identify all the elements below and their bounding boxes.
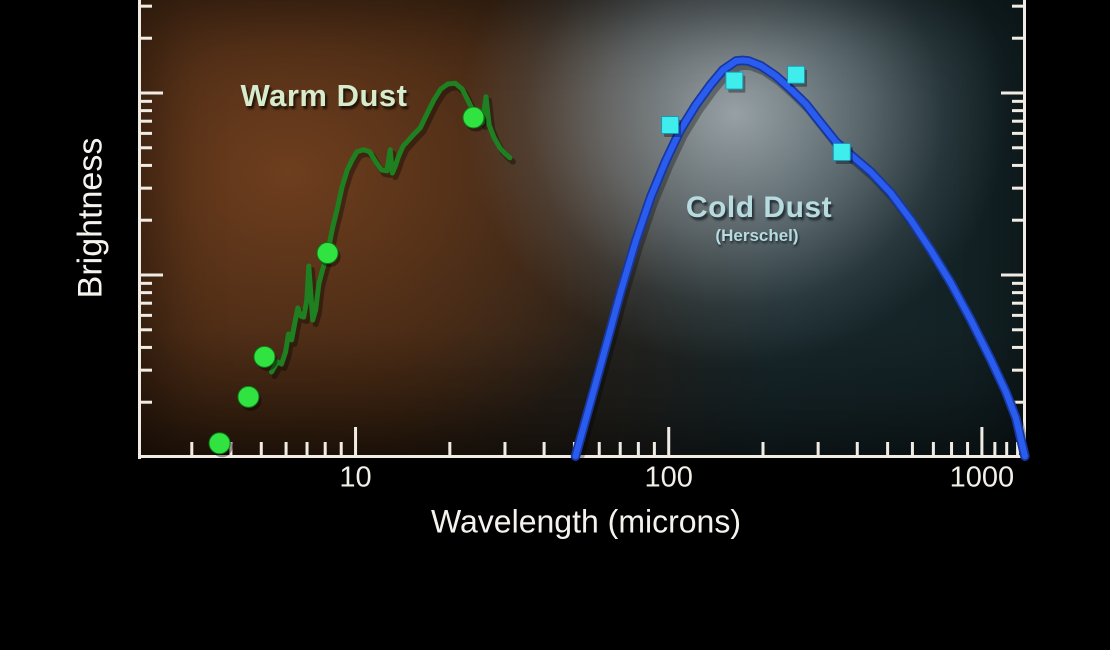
x-minor-tick [966,442,970,455]
x-major-tick [980,427,984,455]
y-minor-tick [140,313,152,317]
cold-dust-data-point [725,71,744,90]
x-minor-tick [503,442,507,455]
x-minor-tick [259,442,263,455]
y-minor-tick [140,99,152,103]
warm-dust-data-point [253,345,276,368]
y-minor-tick [1012,109,1024,113]
x-minor-tick [993,442,997,455]
y-minor-tick [1012,281,1024,285]
plot-area-background [138,0,1026,457]
x-minor-tick [284,442,288,455]
warm-dust-data-point [462,106,485,129]
y-minor-tick [1012,36,1024,40]
y-minor-tick [140,291,152,295]
y-minor-tick [1012,345,1024,349]
y-axis-line-left [138,0,141,459]
cold-dust-data-point [787,65,806,84]
y-major-tick [140,91,163,95]
cold-dust-data-point [661,116,680,135]
x-tick-label-10: 10 [339,461,372,494]
y-minor-tick [1012,4,1024,8]
cold-dust-curve-edge [570,55,1030,461]
x-minor-tick [950,442,954,455]
y-minor-tick [1012,131,1024,135]
cold-dust-data-point [832,143,851,162]
y-minor-tick [1012,368,1024,372]
y-minor-tick [140,163,152,167]
x-minor-tick [816,442,820,455]
warm-dust-series-label: Warm Dust [240,78,408,113]
y-major-tick [1001,273,1024,277]
y-minor-tick [1012,119,1024,123]
x-minor-tick [1005,442,1009,455]
x-tick-label-1000: 1000 [949,461,1015,494]
y-minor-tick [140,301,152,305]
cold-dust-series-label: Cold Dust [685,191,833,224]
y-major-tick [140,273,163,277]
y-minor-tick [140,281,152,285]
x-minor-tick [339,442,343,455]
x-minor-tick [305,442,309,455]
x-minor-tick [229,442,233,455]
y-minor-tick [140,186,152,190]
x-major-tick [667,427,671,455]
x-minor-tick [855,442,859,455]
y-minor-tick [140,119,152,123]
x-minor-tick [542,442,546,455]
warm-dust-curve [269,80,513,375]
y-minor-tick [1012,186,1024,190]
x-minor-tick [190,442,194,455]
y-minor-tick [140,146,152,150]
warm-dust-data-point [237,385,260,408]
x-minor-tick [323,442,327,455]
x-minor-tick [931,442,935,455]
x-axis-line [138,455,1026,458]
y-minor-tick [140,400,152,404]
warm-dust-data-point [316,242,339,265]
x-minor-tick [910,442,914,455]
x-minor-tick [618,442,622,455]
y-minor-tick [140,345,152,349]
herschel-sublabel: (Herschel) [715,226,799,245]
x-minor-tick [652,442,656,455]
y-minor-tick [1012,291,1024,295]
x-minor-tick [1016,442,1020,455]
y-minor-tick [140,36,152,40]
y-minor-tick [1012,218,1024,222]
x-major-tick [354,427,358,455]
y-minor-tick [1012,301,1024,305]
y-minor-tick [1012,146,1024,150]
y-axis-line-right [1023,0,1026,459]
y-major-tick [1001,91,1024,95]
x-axis-title: Wavelength (microns) [430,503,742,540]
y-minor-tick [140,131,152,135]
y-minor-tick [1012,99,1024,103]
cold-dust-curve-shadow [574,60,1033,466]
y-minor-tick [1012,328,1024,332]
x-minor-tick [597,442,601,455]
cold-dust-curve [572,57,1028,460]
x-minor-tick [886,442,890,455]
x-minor-tick [761,442,765,455]
y-minor-tick [140,328,152,332]
x-minor-tick [448,442,452,455]
y-minor-tick [1012,400,1024,404]
y-minor-tick [1012,313,1024,317]
warm-dust-data-point [208,432,231,455]
x-minor-tick [636,442,640,455]
y-minor-tick [140,109,152,113]
y-minor-tick [140,368,152,372]
y-axis-title: Brightness [71,137,110,299]
y-minor-tick [140,4,152,8]
y-minor-tick [140,218,152,222]
x-tick-label-100: 100 [644,461,693,494]
y-minor-tick [1012,163,1024,167]
